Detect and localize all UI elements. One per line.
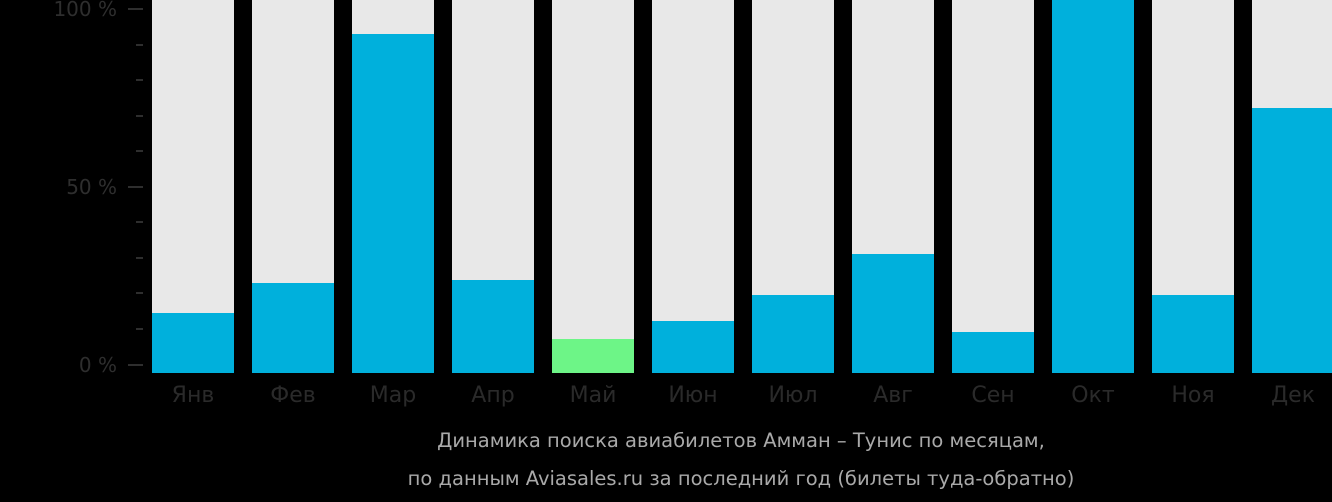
bar-9	[952, 0, 1034, 373]
x-tick-label: Янв	[171, 383, 215, 408]
bar-3	[352, 0, 434, 373]
x-tick-label: Апр	[471, 383, 515, 408]
x-tick-label: Ноя	[1171, 383, 1215, 408]
y-major-tick	[128, 363, 143, 366]
x-tick-label: Мар	[369, 383, 417, 408]
bar-value	[1052, 0, 1134, 373]
bar-4	[452, 0, 534, 373]
y-minor-tick	[136, 43, 143, 46]
bar-value	[852, 253, 934, 373]
bar-value	[652, 320, 734, 373]
bar-value	[1152, 294, 1234, 373]
bar-6	[652, 0, 734, 373]
bar-value	[352, 33, 434, 373]
y-tick-label: 100 %	[53, 0, 117, 21]
y-minor-tick	[136, 256, 143, 259]
y-minor-tick	[136, 292, 143, 295]
x-tick-label: Июл	[768, 383, 818, 408]
x-tick-label: Фев	[270, 383, 316, 408]
y-tick-label: 0 %	[78, 352, 117, 377]
bar-1	[152, 0, 234, 373]
x-tick-label: Авг	[873, 383, 913, 408]
y-minor-tick	[136, 150, 143, 153]
x-tick-label: Дек	[1270, 383, 1315, 408]
y-minor-tick	[136, 221, 143, 224]
bar-value	[252, 283, 334, 373]
bar-8	[852, 0, 934, 373]
x-tick-label: Сен	[971, 383, 1015, 408]
bar-12	[1252, 0, 1332, 373]
y-major-tick	[128, 185, 143, 188]
x-tick-label: Окт	[1071, 383, 1115, 408]
x-tick-label: Июн	[668, 383, 718, 408]
bar-value	[1252, 108, 1332, 373]
y-minor-tick	[136, 79, 143, 82]
bar-7	[752, 0, 834, 373]
y-minor-tick	[136, 114, 143, 117]
bar-value	[952, 331, 1034, 373]
bar-10	[1052, 0, 1134, 373]
x-tick-label: Май	[569, 383, 617, 408]
y-major-tick	[128, 8, 143, 10]
chart-title: Динамика поиска авиабилетов Амман – Туни…	[437, 429, 1045, 452]
y-minor-tick	[136, 327, 143, 330]
bar-value	[752, 294, 834, 373]
bar-value	[452, 279, 534, 373]
y-tick-label: 50 %	[66, 174, 117, 199]
chart-subtitle: по данным Aviasales.ru за последний год …	[407, 467, 1075, 490]
bar-11	[1152, 0, 1234, 373]
bar-value	[552, 339, 634, 373]
bar-value	[152, 313, 234, 373]
bar-5	[552, 0, 634, 373]
bar-2	[252, 0, 334, 373]
